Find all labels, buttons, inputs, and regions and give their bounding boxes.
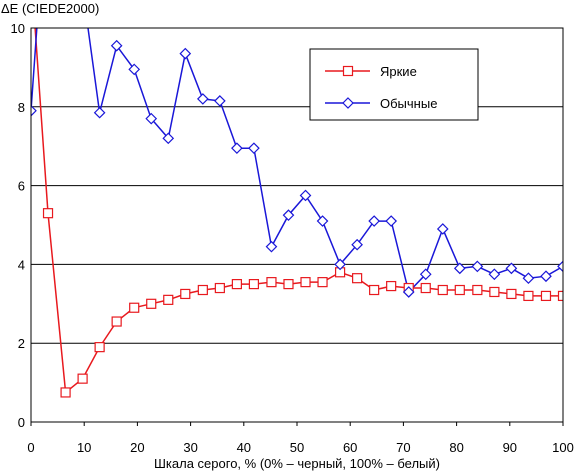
data-point bbox=[316, 215, 329, 227]
data-point bbox=[129, 302, 140, 313]
data-point bbox=[489, 286, 500, 298]
data-point bbox=[369, 284, 380, 296]
data-point bbox=[540, 270, 552, 283]
data-point bbox=[419, 268, 432, 281]
data-point bbox=[317, 277, 328, 288]
y-axis-label: ΔE (CIEDE2000) bbox=[1, 1, 99, 16]
data-point bbox=[93, 106, 106, 119]
data-point bbox=[77, 373, 88, 384]
data-point bbox=[436, 223, 449, 235]
data-point bbox=[299, 189, 312, 202]
x-tick-label: 10 bbox=[77, 440, 91, 455]
plot-area bbox=[31, 28, 563, 422]
x-axis-label: Шкала серого, % (0% – черный, 100% – бел… bbox=[154, 456, 440, 471]
x-tick-label: 90 bbox=[503, 440, 517, 455]
data-point bbox=[454, 284, 465, 296]
data-point bbox=[214, 95, 226, 107]
legend-label-bright: Яркие bbox=[380, 64, 417, 79]
data-point bbox=[437, 284, 448, 296]
data-point bbox=[111, 316, 122, 327]
data-point bbox=[31, 104, 37, 117]
data-point bbox=[523, 290, 534, 302]
data-point bbox=[352, 273, 363, 284]
data-point bbox=[540, 290, 552, 302]
legend-marker-normal bbox=[342, 97, 354, 109]
data-point bbox=[214, 282, 225, 294]
data-point bbox=[453, 262, 466, 275]
data-point bbox=[179, 47, 192, 60]
y-tick-label: 4 bbox=[18, 257, 25, 272]
x-axis-ticks: 0 10 20 30 40 50 60 70 80 90 100 bbox=[27, 422, 574, 455]
data-point bbox=[162, 132, 175, 145]
x-tick-label: 30 bbox=[183, 440, 197, 455]
data-point bbox=[505, 262, 518, 275]
data-point bbox=[266, 277, 277, 288]
x-tick-label: 80 bbox=[449, 440, 463, 455]
data-point bbox=[265, 240, 278, 253]
data-point bbox=[231, 279, 242, 290]
y-tick-label: 8 bbox=[18, 100, 25, 115]
data-point bbox=[283, 279, 294, 290]
data-point bbox=[386, 280, 397, 292]
data-point bbox=[420, 282, 431, 294]
data-point bbox=[522, 272, 535, 285]
series-markers bbox=[31, 39, 563, 398]
legend-label-normal: Обычные bbox=[380, 96, 437, 111]
data-point bbox=[368, 215, 380, 227]
data-point bbox=[385, 215, 398, 227]
data-point bbox=[60, 387, 71, 398]
data-point bbox=[248, 279, 260, 290]
data-point bbox=[488, 268, 501, 281]
data-point bbox=[472, 284, 483, 296]
x-tick-label: 60 bbox=[343, 440, 357, 455]
y-axis-ticks: 0 2 4 6 8 10 bbox=[11, 21, 25, 430]
legend: Яркие Обычные bbox=[309, 48, 479, 121]
x-tick-label: 50 bbox=[290, 440, 304, 455]
data-point bbox=[146, 298, 157, 309]
y-tick-label: 10 bbox=[11, 21, 25, 36]
x-tick-label: 100 bbox=[552, 440, 574, 455]
data-point bbox=[402, 286, 415, 298]
y-tick-label: 2 bbox=[18, 336, 25, 351]
data-point bbox=[506, 288, 517, 300]
legend-marker-bright bbox=[342, 65, 354, 77]
data-point bbox=[128, 63, 141, 76]
data-point bbox=[557, 260, 563, 273]
y-tick-label: 6 bbox=[18, 179, 25, 194]
x-tick-label: 70 bbox=[396, 440, 410, 455]
data-point bbox=[197, 284, 208, 296]
x-tick-label: 40 bbox=[237, 440, 251, 455]
data-point bbox=[282, 209, 295, 221]
data-point bbox=[180, 288, 191, 300]
data-point bbox=[300, 277, 311, 288]
data-point bbox=[196, 93, 209, 105]
data-point bbox=[351, 238, 363, 251]
y-tick-label: 0 bbox=[18, 415, 25, 430]
legend-box bbox=[309, 48, 479, 121]
data-point bbox=[334, 258, 346, 271]
data-point bbox=[557, 290, 563, 302]
data-point bbox=[231, 142, 243, 155]
data-point bbox=[471, 260, 484, 273]
data-point bbox=[110, 39, 123, 52]
data-point bbox=[42, 208, 54, 219]
x-tick-label: 20 bbox=[130, 440, 144, 455]
data-point bbox=[163, 294, 174, 305]
x-tick-label: 0 bbox=[27, 440, 34, 455]
data-point bbox=[94, 342, 105, 353]
data-point bbox=[145, 112, 158, 125]
data-point bbox=[248, 142, 260, 155]
